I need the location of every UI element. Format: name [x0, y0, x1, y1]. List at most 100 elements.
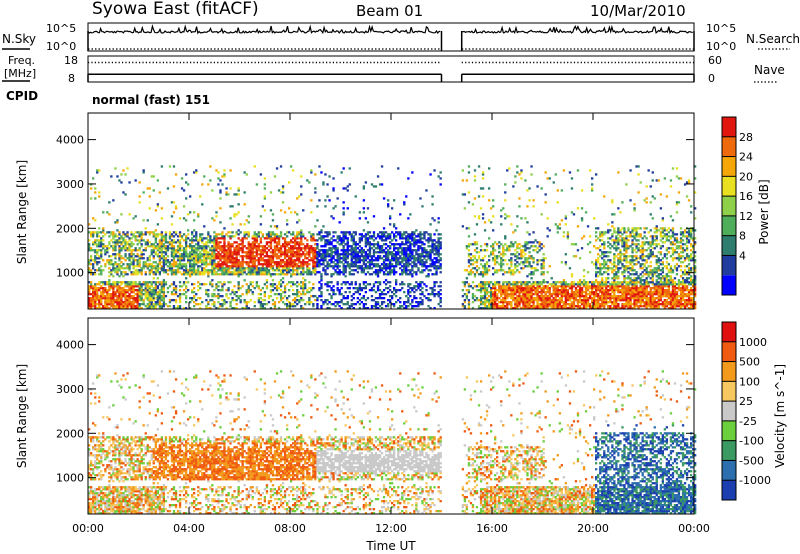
heatmap-cell: [362, 263, 366, 266]
heatmap-cell: [110, 297, 113, 300]
heatmap-cell: [126, 235, 129, 238]
heatmap-cell: [546, 297, 549, 300]
heatmap-cell: [106, 283, 109, 286]
heatmap-cell: [530, 241, 533, 244]
heatmap-cell: [112, 293, 115, 296]
heatmap-cell: [239, 223, 242, 226]
heatmap-cell: [106, 261, 109, 264]
heatmap-cell: [514, 287, 517, 290]
heatmap-cell: [156, 297, 160, 300]
heatmap-cell: [314, 273, 317, 276]
heatmap-cell: [100, 301, 103, 304]
heatmap-cell: [342, 267, 345, 270]
heatmap-cell: [524, 243, 527, 246]
heatmap-cell: [362, 235, 366, 238]
heatmap-cell: [288, 269, 291, 272]
heatmap-cell: [187, 229, 190, 232]
heatmap-cell: [492, 199, 495, 202]
heatmap-cell: [148, 285, 151, 288]
heatmap-cell: [504, 291, 507, 294]
heatmap-cell: [322, 301, 325, 304]
heatmap-cell: [160, 235, 164, 238]
heatmap-cell: [160, 283, 164, 286]
heatmap-cell: [162, 301, 166, 304]
heatmap-cell: [249, 283, 252, 286]
heatmap-cell: [193, 251, 196, 254]
heatmap-cell: [467, 283, 471, 286]
heatmap-cell: [221, 249, 224, 252]
heatmap-cell: [286, 253, 289, 256]
heatmap-cell: [124, 291, 127, 294]
heatmap-cell: [213, 267, 216, 270]
heatmap-cell: [532, 249, 535, 252]
heatmap-cell: [302, 269, 305, 272]
heatmap-cell: [391, 303, 394, 306]
heatmap-cell: [227, 247, 230, 250]
heatmap-cell: [235, 271, 238, 274]
heatmap-cell: [316, 259, 319, 262]
heatmap-cell: [249, 281, 252, 284]
heatmap-cell: [271, 255, 275, 258]
heatmap-cell: [265, 287, 269, 290]
heatmap-cell: [409, 269, 412, 272]
heatmap-cell: [205, 265, 208, 268]
heatmap-cell: [403, 255, 406, 258]
heatmap-cell: [275, 241, 279, 244]
heatmap-cell: [342, 187, 345, 190]
heatmap-cell: [88, 267, 91, 270]
heatmap-cell: [243, 279, 246, 282]
heatmap-cell: [251, 249, 254, 252]
heatmap-cell: [257, 253, 261, 256]
heatmap-cell: [437, 239, 440, 242]
heatmap-cell: [316, 239, 319, 242]
heatmap-cell: [326, 263, 329, 266]
heatmap-cell: [530, 277, 533, 280]
heatmap-cell: [433, 263, 436, 266]
heatmap-cell: [148, 293, 151, 296]
heatmap-cell: [247, 261, 250, 264]
heatmap-cell: [170, 273, 174, 276]
heatmap-cell: [172, 251, 176, 254]
heatmap-cell: [387, 299, 390, 302]
heatmap-cell: [100, 249, 103, 252]
heatmap-cell: [407, 269, 410, 272]
heatmap-cell: [150, 293, 153, 296]
heatmap-cell: [235, 253, 238, 256]
heatmap-cell: [306, 289, 309, 292]
heatmap-cell: [213, 273, 216, 276]
heatmap-cell: [243, 171, 246, 174]
heatmap-cell: [536, 251, 539, 254]
heatmap-cell: [120, 299, 123, 302]
heatmap-cell: [269, 257, 273, 260]
heatmap-cell: [294, 273, 297, 276]
heatmap-cell: [160, 297, 164, 300]
heatmap-cell: [544, 285, 547, 288]
heatmap-cell: [401, 287, 404, 290]
heatmap-cell: [213, 253, 216, 256]
heatmap-cell: [209, 261, 212, 264]
heatmap-cell: [304, 279, 307, 282]
heatmap-cell: [130, 289, 133, 292]
heatmap-cell: [251, 267, 254, 270]
heatmap-cell: [279, 263, 283, 266]
heatmap-cell: [275, 293, 279, 296]
heatmap-cell: [346, 243, 349, 246]
heatmap-cell: [328, 281, 331, 284]
heatmap-cell: [112, 269, 115, 272]
heatmap-cell: [116, 289, 119, 292]
heatmap-cell: [534, 299, 537, 302]
heatmap-cell: [469, 271, 473, 274]
heatmap-cell: [324, 299, 327, 302]
heatmap-cell: [98, 283, 101, 286]
heatmap-cell: [172, 239, 176, 242]
heatmap-cell: [514, 241, 517, 244]
heatmap-cell: [162, 251, 166, 254]
heatmap-cell: [257, 247, 261, 250]
heatmap-cell: [536, 293, 539, 296]
heatmap-cell: [540, 259, 543, 262]
heatmap-cell: [195, 251, 198, 254]
heatmap-cell: [409, 245, 412, 248]
heatmap-cell: [415, 301, 418, 304]
heatmap-cell: [328, 253, 331, 256]
heatmap-cell: [235, 257, 238, 260]
